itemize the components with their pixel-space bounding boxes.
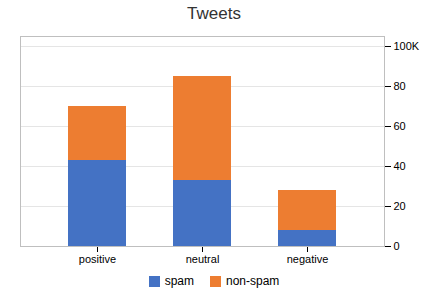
svg-text:40: 40 [394, 160, 406, 172]
svg-text:100K: 100K [394, 40, 420, 52]
svg-text:20: 20 [394, 200, 406, 212]
html-text:non-spam: non-spam [226, 274, 280, 288]
svg-text:positive: positive [79, 253, 116, 265]
html-text:Tweets: Tweets [187, 4, 241, 23]
svg-text:neutral: neutral [186, 253, 220, 265]
html-text:spam: spam [164, 274, 194, 288]
svg-text:negative: negative [287, 253, 329, 265]
svg-text:60: 60 [394, 120, 406, 132]
svg-text:80: 80 [394, 80, 406, 92]
svg-text:0: 0 [394, 240, 400, 252]
